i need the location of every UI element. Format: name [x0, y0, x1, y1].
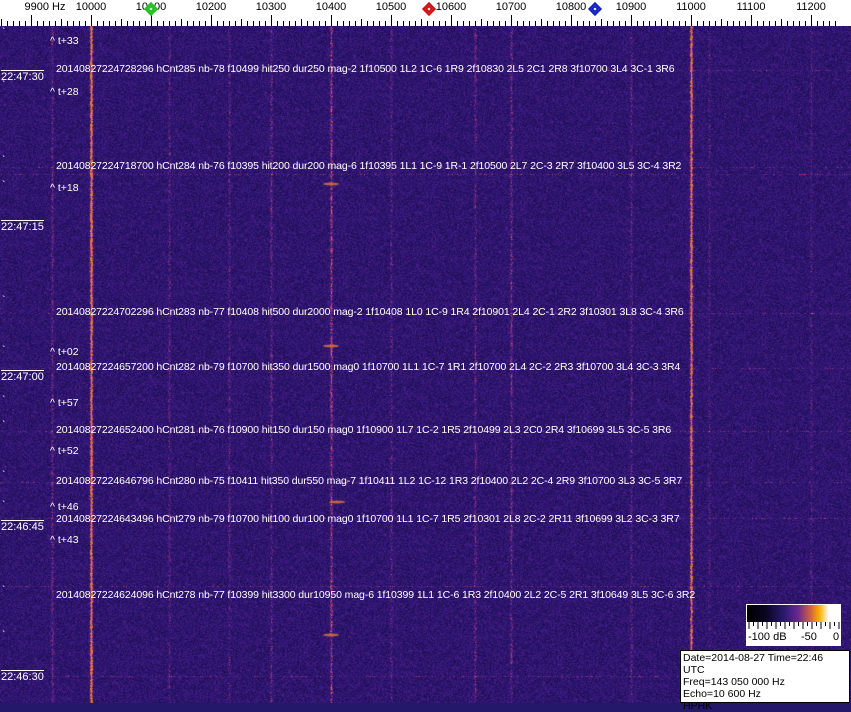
colorbar-label-mid: -50 [801, 631, 817, 643]
time-offset-label: ^ t+52 [50, 445, 79, 457]
time-tick-mark: ` [2, 155, 6, 166]
time-offset-label: ^ t+28 [50, 86, 79, 98]
time-tick-mark: ` [2, 395, 6, 406]
info-box: Date=2014-08-27 Time=22:46 UTC Freq=143 … [680, 650, 850, 712]
axis-tick-label: 10000 [75, 1, 107, 13]
info-freq: Freq=143 050 000 Hz [683, 676, 785, 688]
axis-tick-label: 10900 [615, 1, 647, 13]
time-offset-label: ^ t+33 [50, 35, 79, 47]
decode-line: 20140827224646796 hCnt280 nb-75 f10411 h… [56, 475, 683, 487]
decode-line: 20140827224728296 hCnt285 nb-78 f10499 h… [56, 63, 675, 75]
axis-ticks [1, 15, 836, 26]
decode-line: 20140827224718700 hCnt284 nb-76 f10395 h… [56, 160, 682, 172]
colorbar-ticks [748, 622, 840, 629]
time-tick-mark: ` [2, 295, 6, 306]
colorbar [747, 605, 840, 622]
axis-tick-label: 10600 [435, 1, 467, 13]
time-offset-label: ^ t+02 [50, 346, 79, 358]
axis-tick-label: 11200 [796, 1, 826, 13]
decode-line: 20140827224624096 hCnt278 nb-77 f10399 h… [56, 589, 696, 601]
axis-tick-label: 11000 [676, 1, 706, 13]
decode-line: 20140827224657200 hCnt282 nb-79 f10700 h… [56, 361, 681, 373]
axis-tick-label: 10300 [255, 1, 287, 13]
time-offset-label: ^ t+43 [50, 534, 79, 546]
time-tick-mark: ` [2, 470, 6, 481]
time-offset-label: ^ t+46 [50, 501, 79, 513]
time-axis-label: 22:47:00 [1, 370, 44, 383]
time-tick-mark: ` [2, 80, 6, 91]
time-tick-mark: ` [2, 180, 6, 191]
axis-tick-label: 10500 [375, 1, 407, 13]
time-axis-label: 22:47:30 [1, 70, 44, 83]
decode-line: 20140827224643496 hCnt279 nb-79 f10700 h… [56, 513, 680, 525]
time-tick-mark: ` [2, 27, 6, 38]
info-echo: Echo=10 600 Hz [683, 688, 761, 700]
decode-line: 20140827224702296 hCnt283 nb-77 f10408 h… [56, 306, 684, 318]
time-tick-mark: ` [2, 585, 6, 596]
axis-tick-label: 10400 [315, 1, 347, 13]
axis-unit-label: 9900 Hz [24, 1, 66, 13]
colorbar-label-min: -100 dB [748, 631, 787, 643]
axis-tick-label: 11100 [736, 1, 766, 13]
time-tick-mark: ` [2, 420, 6, 431]
waterfall-display[interactable] [0, 26, 851, 703]
axis-tick-label: 10700 [495, 1, 527, 13]
axis-tick-label: 10200 [195, 1, 227, 13]
axis-tick-label: 10800 [555, 1, 587, 13]
time-axis-label: 22:47:15 [1, 220, 44, 233]
colorbar-legend: -100 dB -50 0 [746, 604, 841, 646]
time-axis-label: 22:46:45 [1, 520, 44, 533]
info-date-time: Date=2014-08-27 Time=22:46 UTC [683, 652, 824, 676]
time-tick-mark: ` [2, 630, 6, 641]
decode-line: 20140827224652400 hCnt281 nb-76 f10900 h… [56, 424, 672, 436]
time-tick-mark: ` [2, 345, 6, 356]
time-tick-mark: ` [2, 500, 6, 511]
time-offset-label: ^ t+18 [50, 182, 79, 194]
colorbar-label-max: 0 [833, 631, 840, 643]
info-station: HPHK [683, 700, 713, 712]
time-offset-label: ^ t+57 [50, 397, 79, 409]
time-axis-label: 22:46:30 [1, 670, 44, 683]
